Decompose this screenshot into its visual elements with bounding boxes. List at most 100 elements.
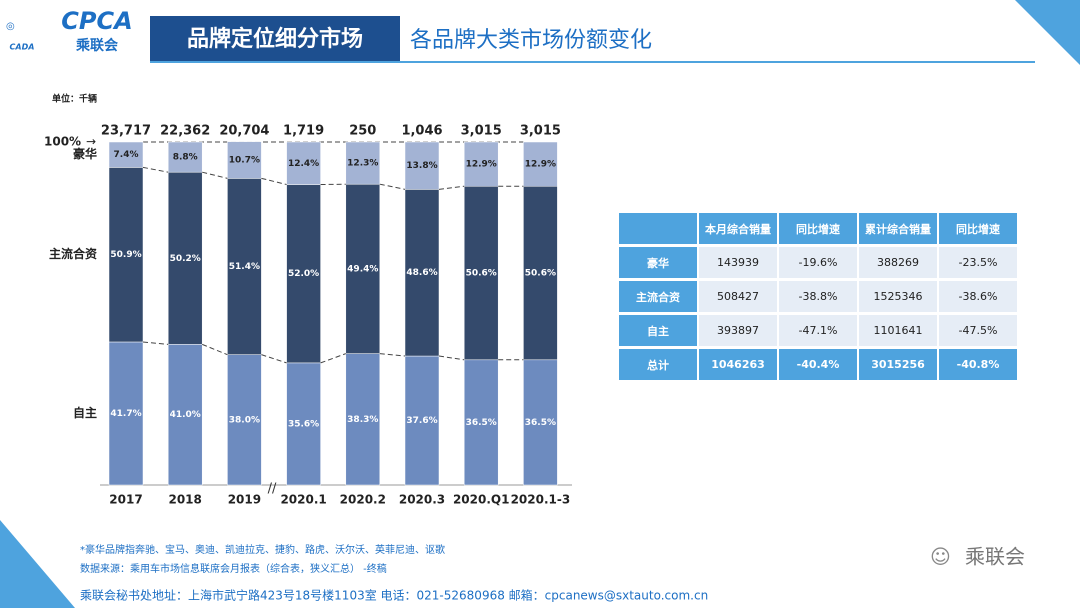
value-label: 41.0% (170, 410, 201, 420)
tick-arrow: → (86, 135, 96, 149)
connector-line (438, 185, 465, 190)
bar-segment (523, 185, 558, 361)
table-row: 主流合资 508427 -38.8% 1525346 -38.6% (619, 281, 1017, 312)
total-label: 1,046 (401, 124, 442, 139)
data-table: 本月综合销量 同比增速 累计综合销量 同比增速 豪华 143939 -19.6% 388269… (617, 210, 1019, 383)
connector-line (379, 353, 406, 357)
table-row: 豪华 143939 -19.6% 388269 -23.5% (619, 247, 1017, 278)
table-cell (619, 213, 697, 244)
table-row: 总计 1046263 -40.4% 3015256 -40.8% (619, 349, 1017, 380)
x-tick-label: 2018 (168, 493, 201, 507)
table-cell: -40.8% (939, 349, 1017, 380)
connector-line (142, 166, 169, 173)
connector-line (202, 343, 228, 356)
logo-text: CPCA (61, 7, 132, 35)
value-label: 50.9% (110, 250, 141, 260)
table-cell: -38.8% (779, 281, 857, 312)
table-cell: 主流合资 (619, 281, 697, 312)
value-label: 36.5% (525, 418, 556, 428)
bar-segment (523, 141, 558, 187)
value-label: 10.7% (229, 156, 260, 166)
logo-subtext: 乘联会 (75, 37, 119, 54)
value-label: 12.9% (466, 160, 497, 170)
value-label: 12.4% (288, 159, 319, 169)
corner-decoration (0, 520, 75, 608)
axis-break: // (268, 482, 277, 497)
bar-segment (227, 354, 262, 486)
value-label: 50.6% (525, 269, 556, 279)
bar-segment (286, 141, 321, 185)
title: 品牌定位细分市场 (187, 26, 363, 52)
value-label: 49.4% (347, 264, 378, 274)
value-label: 37.6% (406, 416, 437, 426)
connector-line (202, 171, 228, 179)
watermark: 乘联会 (965, 545, 1025, 569)
bar-segment (463, 141, 499, 187)
total-label: 250 (349, 124, 376, 139)
x-tick-label: 2019 (228, 493, 261, 507)
value-label: 8.8% (173, 153, 198, 163)
logo-mark: ◎ (6, 21, 15, 32)
table-cell: 1101641 (859, 315, 937, 346)
subtitle: 各品牌大类市场份额变化 (410, 28, 652, 53)
unit-label: 单位：千辆 (52, 93, 97, 105)
corner-decoration (1015, 0, 1080, 65)
value-label: 7.4% (114, 150, 139, 160)
bar-segment (167, 141, 203, 173)
table-cell: -23.5% (939, 247, 1017, 278)
total-label: 3,015 (520, 124, 561, 139)
table-cell: -47.1% (779, 315, 857, 346)
value-label: 36.5% (466, 418, 497, 428)
legend-label: 豪华 (73, 146, 97, 161)
table-cell: -47.5% (939, 315, 1017, 346)
total-label: 22,362 (160, 124, 210, 139)
value-label: 41.7% (110, 409, 141, 419)
value-label: 38.0% (229, 415, 260, 425)
logo-small: CADA (10, 43, 35, 52)
table-row: 自主 393897 -47.1% 1101641 -47.5% (619, 315, 1017, 346)
bar-segment (523, 359, 558, 486)
value-label: 35.6% (288, 419, 319, 429)
total-label: 1,719 (283, 124, 324, 139)
bar-segment (167, 344, 203, 486)
total-label: 23,717 (101, 124, 151, 139)
connector-line (379, 183, 406, 190)
footer: 乘联会秘书处地址：上海市武宁路423号18号楼1103室 电话：021-5268… (80, 588, 708, 603)
table-cell: 393897 (699, 315, 777, 346)
bar-segment (227, 141, 262, 179)
table-cell: -38.6% (939, 281, 1017, 312)
bar-segment (345, 141, 381, 185)
bar-segment (167, 171, 203, 345)
table-cell: 508427 (699, 281, 777, 312)
connector-line (438, 355, 465, 361)
value-label: 48.6% (406, 268, 437, 278)
bar-segment (286, 184, 321, 364)
table-cell: 同比增速 (939, 213, 1017, 244)
total-label: 20,704 (219, 124, 269, 139)
value-label: 13.8% (406, 161, 437, 171)
table-cell: 总计 (619, 349, 697, 380)
value-label: 50.2% (170, 254, 201, 264)
bar-segment (286, 362, 321, 486)
bar-segment (108, 167, 144, 343)
bar-segment (463, 185, 499, 361)
table-cell: 累计综合销量 (859, 213, 937, 244)
table-cell: 豪华 (619, 247, 697, 278)
table-cell: 本月综合销量 (699, 213, 777, 244)
value-label: 12.9% (525, 160, 556, 170)
value-label: 38.3% (347, 415, 378, 425)
y-tick-label: 100% (44, 135, 81, 149)
title-box (150, 16, 400, 62)
x-tick-label: 2020.Q1 (453, 493, 510, 507)
legend-label: 自主 (73, 405, 97, 420)
bar-segment (404, 355, 440, 486)
table-cell: 3015256 (859, 349, 937, 380)
bar-segment (404, 141, 440, 190)
value-label: 12.3% (347, 159, 378, 169)
x-tick-label: 2020.3 (399, 493, 445, 507)
note: 数据来源：乘用车市场信息联席会月报表（综合表，狭义汇总） -终稿 (80, 562, 387, 575)
table-cell: 388269 (859, 247, 937, 278)
connector-line (320, 353, 346, 364)
table-cell: 1525346 (859, 281, 937, 312)
